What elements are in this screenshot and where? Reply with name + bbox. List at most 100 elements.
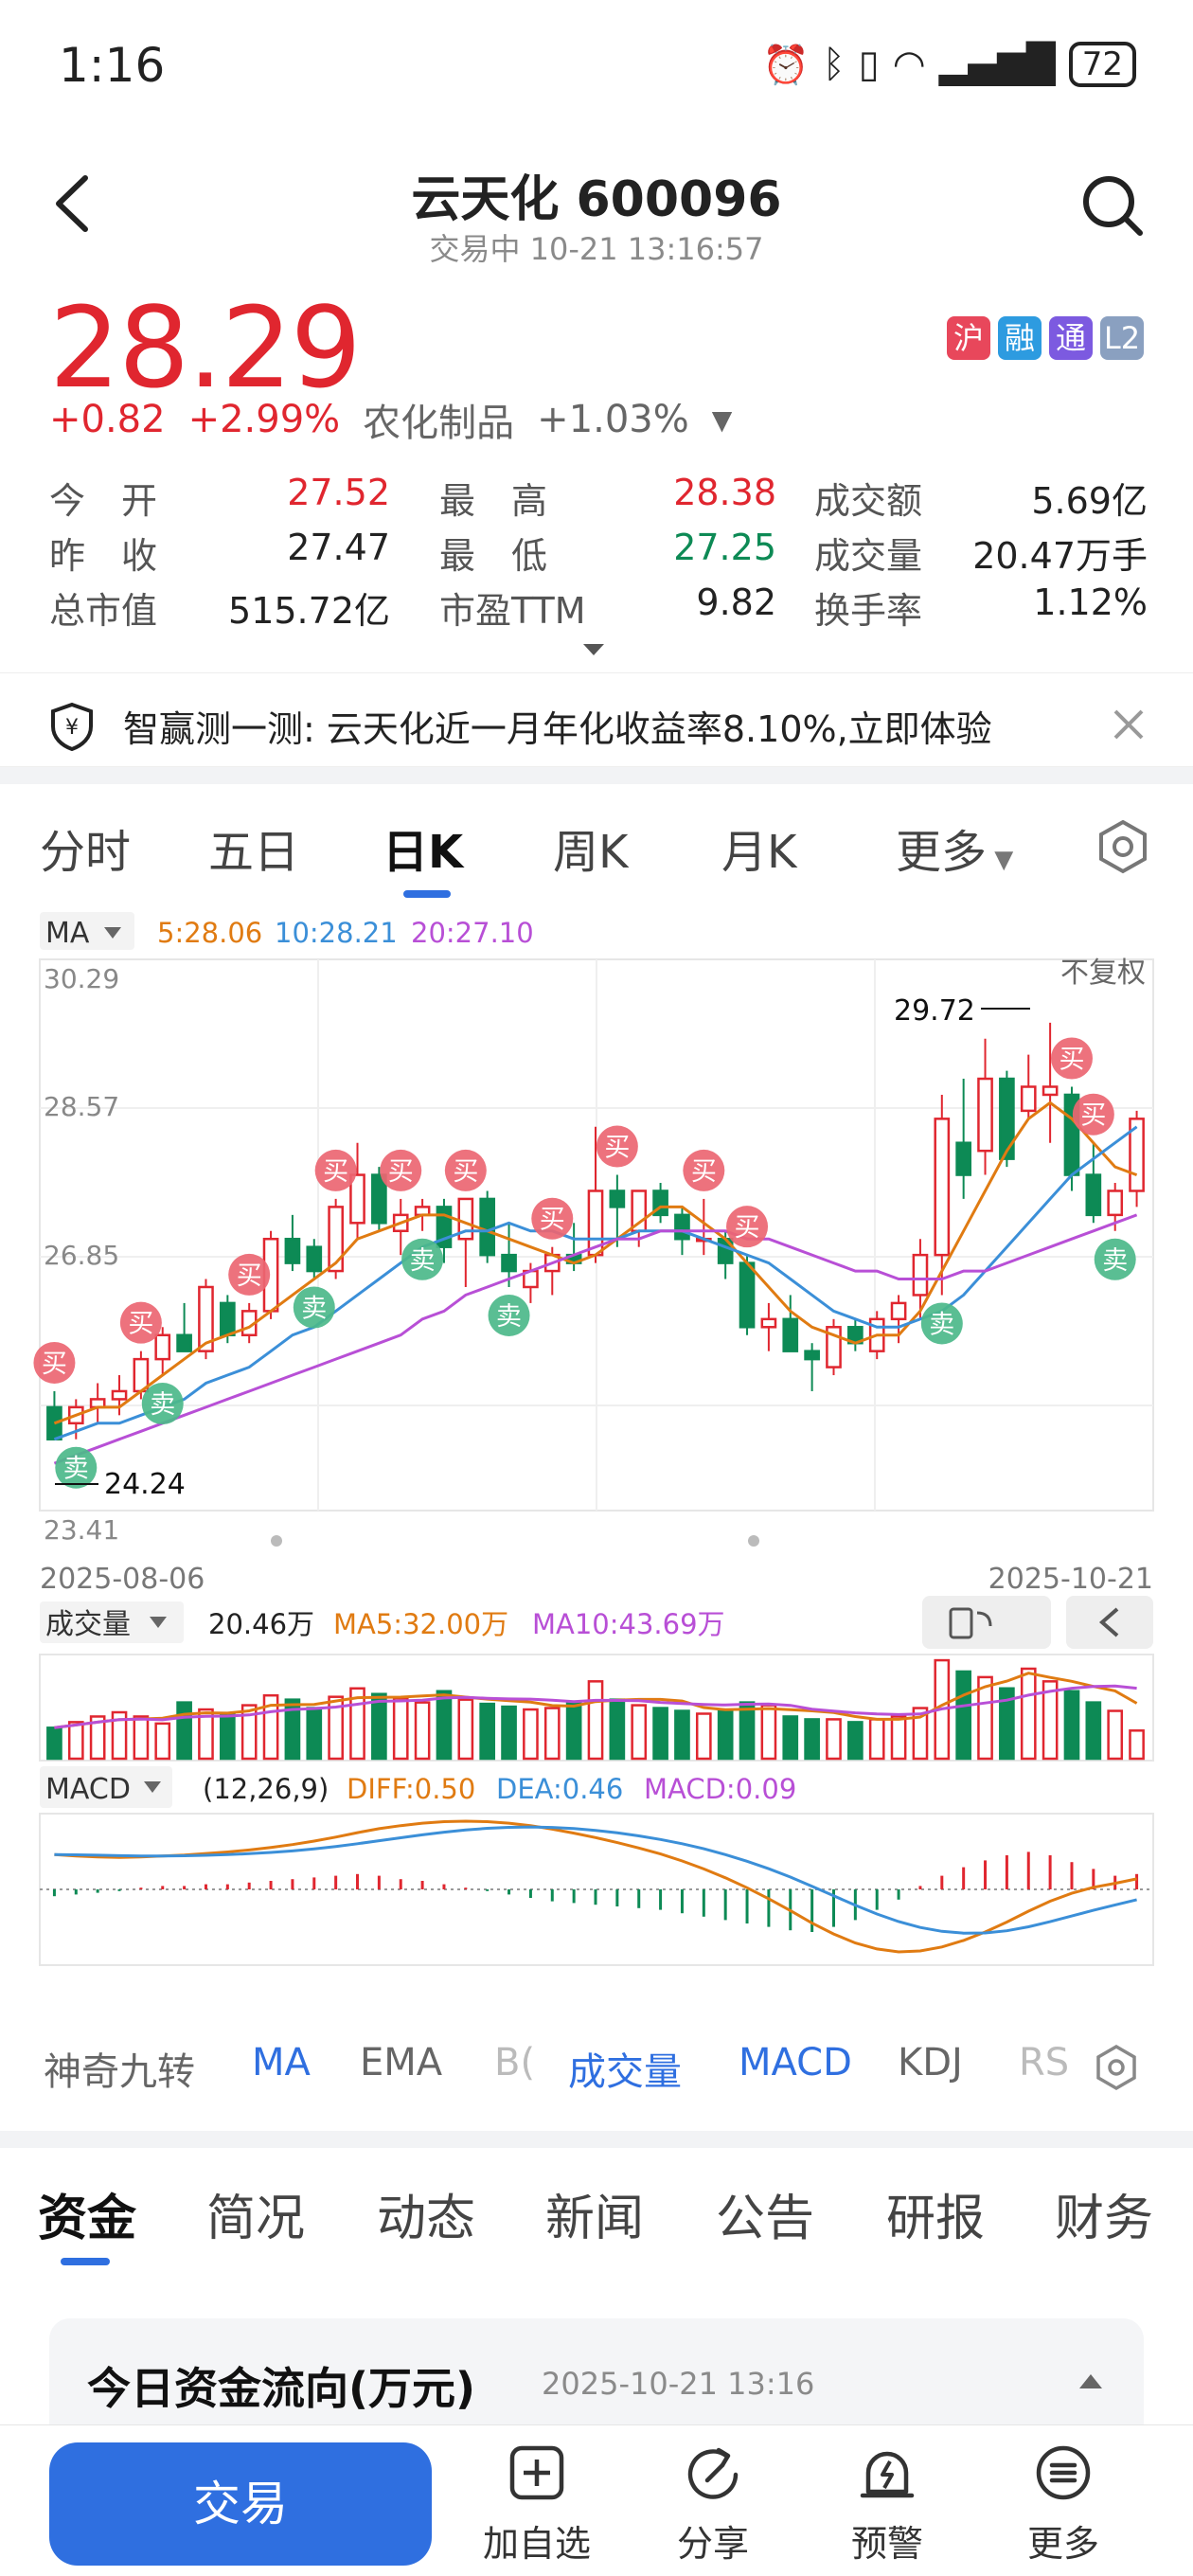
volume-bar — [955, 1670, 972, 1761]
stat-pe: 市盈TTM 9.82 — [439, 581, 776, 632]
volume-bar — [501, 1705, 517, 1761]
low-label: 24.24 — [104, 1468, 186, 1501]
tab-monthly-k[interactable]: 月K — [721, 826, 797, 879]
volume-bar — [284, 1698, 301, 1761]
ind-tab-nine-turn[interactable]: 神奇九转 — [44, 2050, 195, 2094]
candle — [674, 1213, 690, 1241]
chevron-down-icon[interactable]: ▼ — [711, 403, 733, 436]
close-icon[interactable] — [1112, 707, 1146, 742]
ma-selector[interactable] — [40, 912, 134, 950]
volume-bar — [219, 1712, 236, 1761]
indicator-settings-icon[interactable] — [1093, 2044, 1140, 2091]
trade-button[interactable]: 交易 — [49, 2442, 432, 2566]
adjust-label[interactable]: 不复权 — [1060, 957, 1146, 990]
tab-news[interactable]: 新闻 — [545, 2191, 645, 2247]
badge-sh: 沪 — [947, 316, 990, 360]
date-start: 2025-08-06 — [40, 1563, 205, 1596]
dea-line — [54, 1825, 1137, 1935]
signal-bubble — [1094, 1238, 1136, 1280]
tab-announcements[interactable]: 公告 — [716, 2191, 815, 2247]
volume-bar — [436, 1690, 453, 1761]
ind-tab-rsi[interactable]: RS — [1019, 2041, 1070, 2084]
add-watchlist-button[interactable]: 加自选 — [466, 2442, 608, 2567]
chevron-down-icon — [150, 1617, 167, 1628]
signal-label: 卖 — [63, 1455, 89, 1484]
info-section-tabs: 资金 简况 动态 新闻 公告 研报 财务 — [0, 2178, 1193, 2254]
volume-bar — [890, 1715, 907, 1761]
badge-connect: 通 — [1049, 316, 1093, 360]
chevron-down-icon — [104, 927, 121, 939]
volume-bar — [868, 1718, 885, 1761]
y-axis-bottom: 23.41 — [44, 1514, 119, 1546]
volume-bar — [133, 1715, 150, 1761]
ind-tab-kdj[interactable]: KDJ — [898, 2041, 963, 2084]
alert-button[interactable]: 预警 — [816, 2442, 958, 2567]
signal-bubble — [380, 1149, 422, 1191]
promo-banner[interactable]: ¥ 智赢测一测: 云天化近一月年化收益率8.10%,立即体验 — [0, 672, 1193, 767]
tab-profile[interactable]: 简况 — [206, 2191, 306, 2247]
svg-text:¥: ¥ — [65, 716, 79, 740]
volume-selector[interactable] — [40, 1601, 184, 1643]
date-end: 2025-10-21 — [988, 1563, 1153, 1596]
sell-signal: 卖 — [55, 1446, 98, 1489]
candle — [1042, 1085, 1059, 1097]
kline-chart[interactable]: MA 5:28.06 10:28.21 20:27.10 30.29 28.57… — [0, 904, 1193, 2012]
signal-label: 卖 — [496, 1302, 522, 1332]
banner-text[interactable]: 智赢测一测: 云天化近一月年化收益率8.10%,立即体验 — [123, 708, 992, 750]
stat-high: 最 高 28.38 — [439, 471, 776, 522]
tab-more[interactable]: 更多 ▼ — [896, 826, 1014, 879]
tab-weekly-k[interactable]: 周K — [553, 826, 629, 879]
plus-box-icon — [509, 2445, 564, 2500]
industry-change[interactable]: +1.03% — [537, 398, 689, 441]
signal-bubble — [119, 1301, 162, 1344]
signal-label: 买 — [691, 1157, 717, 1187]
industry-name[interactable]: 农化制品 — [363, 402, 515, 445]
tab-financials[interactable]: 财务 — [1055, 2191, 1154, 2247]
volume-ma5: MA5:32.00万 — [333, 1608, 508, 1640]
active-section-indicator — [61, 2258, 110, 2265]
volume-bar — [652, 1707, 668, 1761]
chevron-up-icon[interactable] — [1077, 2371, 1104, 2390]
tab-daily-k[interactable]: 日K — [383, 826, 464, 879]
ind-tab-ma[interactable]: MA — [252, 2041, 311, 2084]
ind-tab-ema[interactable]: EMA — [360, 2041, 443, 2084]
volume-bar — [457, 1698, 474, 1761]
bottom-action-bar: 交易 加自选 分享 预警 更多 — [0, 2424, 1193, 2576]
signal-label: 卖 — [1102, 1246, 1128, 1276]
current-price: 28.29 — [49, 282, 362, 413]
tab-research[interactable]: 研报 — [886, 2191, 986, 2247]
ind-tab-volume[interactable]: 成交量 — [568, 2050, 682, 2094]
volume-bar — [371, 1692, 387, 1761]
macd-selector[interactable] — [40, 1766, 172, 1808]
macd-label: MACD — [45, 1773, 131, 1806]
stat-open: 今 开 27.52 — [49, 471, 390, 522]
expand-down-icon[interactable] — [579, 640, 608, 659]
collapse-button[interactable] — [1066, 1596, 1153, 1649]
candle — [371, 1173, 387, 1225]
ma5-value: 5:28.06 — [157, 917, 262, 949]
ind-tab-boll[interactable]: B( — [494, 2041, 536, 2084]
y-axis-2: 28.57 — [44, 1091, 119, 1122]
macd-params: (12,26,9) — [203, 1773, 329, 1805]
y-axis-top: 30.29 — [44, 963, 119, 994]
ma-lines-group — [53, 1100, 1138, 1465]
more-button[interactable]: 更多 — [992, 2442, 1134, 2567]
share-button[interactable]: 分享 — [642, 2442, 784, 2567]
search-icon[interactable] — [1079, 172, 1146, 239]
chart-settings-icon[interactable] — [1095, 818, 1151, 875]
ind-tab-macd[interactable]: MACD — [739, 2041, 852, 2084]
tab-funds[interactable]: 资金 — [38, 2191, 137, 2247]
fund-flow-time: 2025-10-21 13:16 — [542, 2366, 815, 2402]
tab-five-day[interactable]: 五日 — [208, 826, 300, 879]
buy-signal: 买 — [119, 1301, 162, 1344]
signal-label: 卖 — [301, 1295, 327, 1324]
tab-news-dynamic[interactable]: 动态 — [377, 2191, 476, 2247]
tab-intraday[interactable]: 分时 — [40, 826, 132, 879]
high-label: 29.72 — [894, 994, 975, 1028]
ma-label: MA — [45, 917, 90, 950]
rotate-button[interactable] — [922, 1596, 1051, 1649]
volume-bar — [1042, 1680, 1059, 1761]
sell-signal: 卖 — [488, 1294, 530, 1336]
back-icon[interactable] — [49, 170, 97, 237]
ma20-line — [53, 1213, 1138, 1465]
